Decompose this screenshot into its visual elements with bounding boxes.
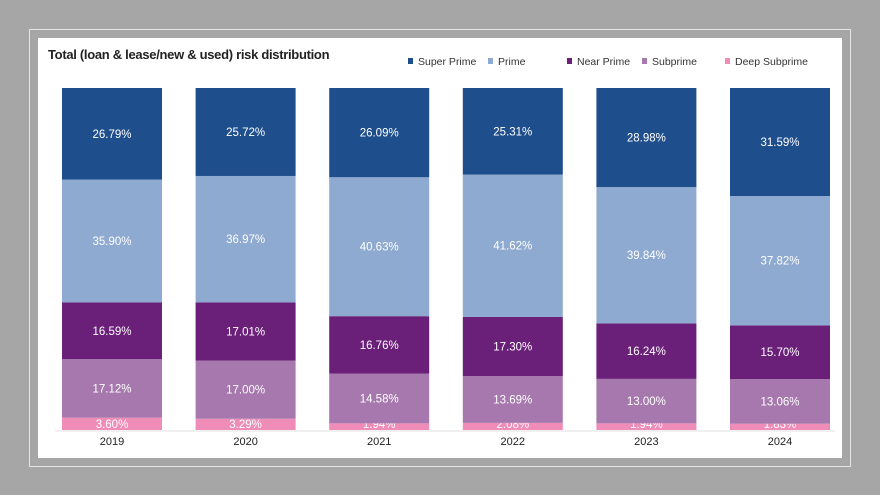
bar-segment xyxy=(329,423,430,430)
bar-segment xyxy=(730,379,830,424)
data-label: 31.59% xyxy=(760,137,799,149)
bar-segment xyxy=(62,179,162,303)
data-label: 25.31% xyxy=(493,126,532,138)
data-label: 26.79% xyxy=(92,129,131,141)
x-tick-label: 2022 xyxy=(501,436,525,448)
bar-segment xyxy=(195,88,296,176)
bar-segment xyxy=(62,302,162,360)
x-tick-label: 2020 xyxy=(233,436,257,448)
data-label: 41.62% xyxy=(493,241,532,253)
data-label: 17.01% xyxy=(226,327,265,339)
bar-segment xyxy=(195,302,296,361)
data-label: 25.72% xyxy=(226,127,265,139)
data-label: 40.63% xyxy=(360,242,399,254)
bar-segment xyxy=(62,417,162,430)
bar-segment xyxy=(596,423,697,430)
legend-swatch xyxy=(408,58,413,64)
legend-label: Super Prime xyxy=(418,56,477,68)
bar-segment xyxy=(596,88,697,188)
outer-frame xyxy=(29,29,851,467)
bar-segment xyxy=(195,418,296,430)
bar-segment xyxy=(462,376,563,423)
bar-segment xyxy=(329,316,430,374)
bar-segment xyxy=(730,325,830,380)
legend-label: Deep Subprime xyxy=(735,56,808,68)
bar-segment xyxy=(596,323,697,379)
legend-label: Prime xyxy=(498,56,526,68)
data-label: 37.82% xyxy=(760,256,799,268)
legend-swatch xyxy=(642,58,647,64)
x-tick-label: 2019 xyxy=(100,436,124,448)
data-label: 17.12% xyxy=(92,383,131,395)
bar-segment xyxy=(462,88,563,175)
data-label: 28.98% xyxy=(627,133,666,145)
data-label: 36.97% xyxy=(226,234,265,246)
x-tick-label: 2021 xyxy=(367,436,391,448)
legend-swatch xyxy=(488,58,493,64)
data-label: 15.70% xyxy=(760,347,799,359)
data-label: 39.84% xyxy=(627,250,666,262)
bar-segment xyxy=(462,422,563,430)
bar-segment xyxy=(329,88,430,178)
bar-segment xyxy=(730,88,830,197)
x-tick-label: 2024 xyxy=(768,436,792,448)
bar-segment xyxy=(596,187,697,324)
chart-panel xyxy=(38,38,842,458)
data-label: 17.30% xyxy=(493,341,532,353)
data-label: 3.29% xyxy=(229,419,262,431)
bar-segment xyxy=(195,360,296,419)
chart-title: Total (loan & lease/new & used) risk dis… xyxy=(48,47,330,62)
bar-segment xyxy=(730,423,830,430)
data-label: 16.24% xyxy=(627,346,666,358)
data-label: 16.76% xyxy=(360,340,399,352)
data-label: 13.06% xyxy=(760,396,799,408)
legend-swatch xyxy=(567,58,572,64)
bar-segment xyxy=(195,175,296,303)
data-label: 17.00% xyxy=(226,385,265,397)
bar-segment xyxy=(730,196,830,326)
data-label: 35.90% xyxy=(92,236,131,248)
data-label: 13.00% xyxy=(627,396,666,408)
bar-segment xyxy=(462,316,563,377)
bar-segment xyxy=(596,378,697,424)
data-label: 13.69% xyxy=(493,394,532,406)
data-label: 3.60% xyxy=(96,419,129,431)
bar-segment xyxy=(462,174,563,317)
x-tick-label: 2023 xyxy=(634,436,658,448)
data-label: 26.09% xyxy=(360,128,399,140)
data-label: 16.59% xyxy=(92,326,131,338)
legend-swatch xyxy=(725,58,730,64)
bar-segment xyxy=(62,359,162,418)
legend-label: Near Prime xyxy=(577,56,630,68)
data-label: 14.58% xyxy=(360,393,399,405)
bar-segment xyxy=(329,373,430,424)
bar-segment xyxy=(62,88,162,180)
legend-label: Subprime xyxy=(652,56,697,68)
bar-segment xyxy=(329,177,430,317)
